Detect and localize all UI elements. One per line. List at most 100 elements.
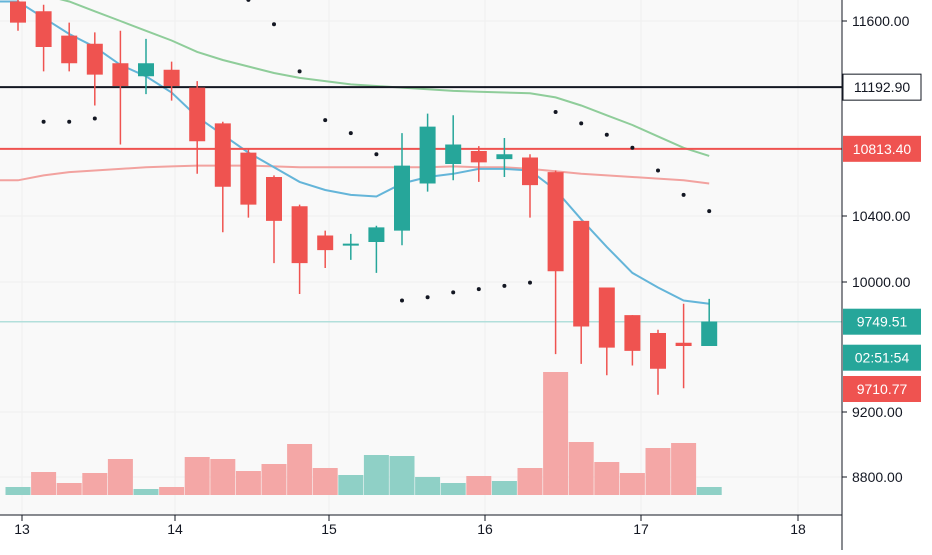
volume-bar (466, 476, 492, 495)
sar-dot (656, 168, 660, 173)
candle-body (138, 63, 154, 77)
volume-bar (261, 464, 287, 495)
sar-dot (451, 290, 456, 295)
candle-body (394, 165, 410, 231)
sar-dot (374, 152, 379, 157)
sar-dots (41, 0, 712, 303)
candle-body (61, 35, 78, 64)
candle-body (701, 321, 718, 346)
price-level-label-2-bg (843, 308, 921, 335)
candle-body (240, 152, 257, 205)
volume-bar (517, 468, 543, 495)
sar-dot (272, 22, 276, 27)
countdown-label: 02:51:54 (855, 350, 910, 366)
volume-bar (440, 483, 466, 495)
sar-dot (400, 298, 404, 303)
x-tick-label: 13 (14, 521, 30, 537)
candle-body (35, 11, 52, 47)
price-axis-labels: 11192.90 10813.40 9749.51 02:51:54 9710.77 (842, 73, 922, 402)
volume-bar (568, 442, 594, 495)
y-tick-label: 8800.00 (852, 469, 903, 485)
candle-body (266, 177, 282, 221)
candle-body (317, 235, 334, 251)
candle-body (573, 220, 590, 327)
sar-dot (604, 132, 609, 137)
x-tick-label: 17 (633, 521, 649, 537)
low-price-label: 9710.77 (857, 381, 908, 397)
volume-bar (5, 487, 31, 495)
sar-dot (579, 121, 584, 126)
sar-dot (67, 119, 72, 124)
candle-body (419, 126, 436, 184)
volume-bar (56, 483, 82, 495)
candle-body (470, 151, 487, 163)
sar-dot (553, 110, 558, 114)
price-level-label-0: 11192.90 (854, 79, 911, 95)
y-tick-label: 9200.00 (852, 404, 903, 420)
candle-body (547, 172, 564, 272)
grid (0, 0, 842, 515)
price-level-label-0-bg (842, 73, 922, 101)
candle-body (214, 123, 231, 187)
volume-bar (389, 456, 415, 495)
sar-dot (92, 116, 97, 121)
candle-body (496, 154, 513, 160)
volume-bar (696, 487, 722, 495)
sar-dot (681, 192, 686, 197)
volume-bar (107, 459, 133, 495)
volume-bar (210, 459, 236, 495)
candle-body (112, 63, 129, 86)
y-tick-label: 11600.00 (852, 13, 910, 29)
sar-dot (297, 69, 302, 74)
ma-slow-line (59, 0, 710, 157)
time-axis[interactable]: 13 14 15 16 17 18 (14, 515, 806, 537)
plot-background (0, 0, 842, 515)
price-level-label-1: 10813.40 (853, 141, 912, 157)
sar-dot (502, 283, 507, 288)
y-tick-label: 10400.00 (852, 208, 911, 224)
volume-bar (543, 372, 569, 495)
candle-body (675, 342, 692, 346)
volume-bar (235, 471, 261, 495)
volume-bar (287, 444, 313, 495)
volume-bar (184, 457, 210, 495)
sar-dot (246, 0, 251, 2)
volume-bars (5, 372, 722, 495)
volume-bar (82, 473, 108, 495)
candle-body (368, 227, 385, 242)
price-axis[interactable]: 11600.00 10400.00 10000.00 9200.00 8800.00 (842, 13, 911, 485)
volume-bar (415, 477, 441, 495)
candle-body (342, 243, 359, 246)
volume-bar (645, 448, 671, 495)
time-scale-background (0, 515, 842, 550)
candle-body (598, 287, 615, 348)
sar-dot (707, 209, 712, 214)
x-tick-label: 16 (477, 521, 493, 537)
candle-body (291, 206, 308, 264)
y-tick-label: 10000.00 (852, 274, 911, 290)
x-tick-label: 14 (167, 521, 183, 537)
volume-bar (363, 455, 389, 495)
candle-body (522, 157, 538, 186)
volume-bar (491, 481, 517, 495)
ma-fast-line (0, 0, 710, 305)
sar-dot (348, 131, 353, 136)
ma-long-line (0, 164, 710, 185)
sar-dot (630, 145, 635, 150)
volume-bar (159, 487, 185, 495)
volume-bar (31, 472, 57, 495)
moving-averages (0, 0, 710, 305)
sar-dot (323, 118, 328, 123)
candles (10, 0, 718, 395)
x-tick-label: 15 (321, 521, 337, 537)
sar-dot (528, 280, 532, 285)
candle-body (445, 144, 462, 164)
sar-dot (41, 119, 46, 124)
candle-body (189, 87, 206, 142)
volume-bar (133, 489, 159, 495)
volume-bar (338, 475, 364, 495)
volume-bar (619, 473, 645, 495)
sar-dot (476, 287, 481, 292)
